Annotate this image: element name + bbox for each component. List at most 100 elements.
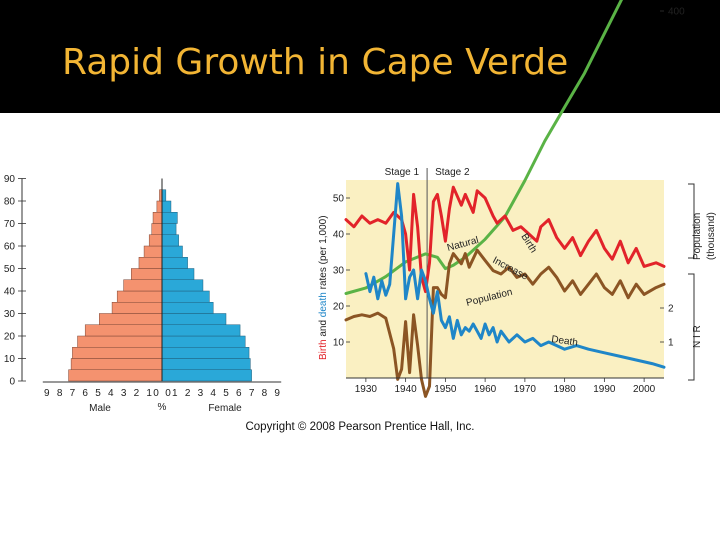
rate-tick-label: 50	[333, 194, 345, 205]
female-tick-label: 0	[165, 388, 171, 399]
birth-death-rates-chart: Stage 1 Stage 2 BirthDeathNaturalIncrease…	[318, 0, 717, 398]
age-tick-label: 20	[4, 332, 16, 343]
female-bar	[161, 223, 177, 235]
age-tick-label: 60	[4, 242, 16, 253]
male-bar	[123, 279, 163, 292]
female-bar	[161, 279, 204, 292]
female-bar	[161, 290, 210, 303]
year-tick-label: 1990	[593, 384, 616, 395]
female-bar	[161, 313, 227, 325]
male-bar	[111, 302, 163, 314]
left-axis-label: Birth and death rates (per 1,000)	[318, 215, 329, 360]
copyright-text: Copyright © 2008 Pearson Prentice Hall, …	[245, 421, 474, 433]
title-bar: Rapid Growth in Cape Verde	[0, 0, 720, 113]
death-line	[364, 182, 666, 369]
female-bar	[161, 324, 241, 337]
age-tick-label: 70	[4, 219, 16, 230]
year-tick-label: 1960	[474, 384, 497, 395]
population-axis-label: Population	[692, 213, 703, 260]
female-axis-label: Female	[208, 403, 242, 414]
age-tick-label: 80	[4, 197, 16, 208]
male-tick-label: 8	[57, 388, 63, 399]
age-tick-label: 50	[4, 264, 16, 275]
female-bar	[161, 257, 188, 269]
female-tick-label: 4	[210, 388, 216, 399]
male-bar	[99, 313, 163, 325]
male-bar	[143, 245, 163, 258]
male-bar	[77, 335, 163, 348]
female-tick-label: 3	[198, 388, 204, 399]
female-tick-label: 5	[223, 388, 229, 399]
male-tick-label: 3	[121, 388, 127, 399]
rate-tick-label: 10	[333, 338, 345, 349]
male-tick-label: 6	[82, 388, 88, 399]
birth-line	[344, 185, 666, 294]
female-tick-label: 2	[185, 388, 191, 399]
population-axis-unit: (thousand)	[706, 212, 717, 260]
female-bar	[161, 245, 183, 258]
male-bar	[131, 268, 163, 280]
population-tick-label: 400	[668, 7, 685, 18]
female-tick-label: 6	[236, 388, 242, 399]
year-tick-label: 1970	[514, 384, 537, 395]
nir-bracket	[688, 273, 695, 381]
male-bar	[152, 212, 163, 224]
male-tick-label: 1	[146, 388, 152, 399]
male-bar	[70, 358, 163, 370]
female-tick-label: 7	[249, 388, 255, 399]
female-tick-label: 1	[172, 388, 178, 399]
female-bar	[161, 212, 178, 224]
female-bar	[161, 302, 214, 314]
year-tick-label: 1940	[395, 384, 418, 395]
female-bar	[161, 234, 179, 247]
plot-panel	[346, 180, 664, 378]
male-bar	[116, 290, 163, 303]
age-tick-label: 10	[4, 354, 16, 365]
male-bar	[151, 223, 163, 235]
rate-tick-label: 30	[333, 266, 345, 277]
male-axis-label: Male	[89, 403, 111, 414]
age-tick-label: 30	[4, 309, 16, 320]
age-tick-label: 0	[9, 377, 15, 388]
male-tick-label: 7	[70, 388, 76, 399]
rate-tick-label: 40	[333, 230, 345, 241]
percent-axis-label: %	[158, 402, 167, 413]
male-bar	[68, 369, 163, 382]
female-bar	[161, 200, 172, 213]
population-line	[344, 0, 624, 295]
age-tick-label: 90	[4, 174, 16, 185]
female-bar	[161, 347, 250, 359]
population-bracket	[688, 183, 695, 259]
male-tick-label: 4	[108, 388, 114, 399]
year-tick-label: 2000	[633, 384, 656, 395]
slide-title: Rapid Growth in Cape Verde	[62, 42, 569, 83]
nir-tick-label: 2	[668, 304, 674, 315]
female-tick-label: 9	[274, 388, 280, 399]
nir-tick-label: 1	[668, 338, 674, 349]
female-bar	[161, 189, 167, 202]
year-tick-label: 1980	[554, 384, 577, 395]
male-tick-label: 2	[134, 388, 140, 399]
rate-tick-label: 20	[333, 302, 345, 313]
female-bar	[161, 335, 246, 348]
female-bar	[161, 268, 195, 280]
female-tick-label: 8	[262, 388, 268, 399]
male-bar	[148, 234, 163, 247]
death-series-label: Death	[551, 334, 579, 349]
natural-increase-line	[344, 248, 666, 398]
age-tick-label: 40	[4, 287, 16, 298]
female-bar	[161, 358, 251, 370]
female-bar	[161, 369, 252, 382]
nir-axis-label: N I R	[692, 325, 703, 348]
year-tick-label: 1930	[355, 384, 378, 395]
stage-2-label: Stage 2	[435, 167, 470, 178]
male-tick-label: 5	[95, 388, 101, 399]
stage-1-label: Stage 1	[385, 167, 420, 178]
male-bar	[84, 324, 163, 337]
male-bar	[138, 257, 163, 269]
male-bar	[156, 200, 163, 213]
male-tick-label: 0	[153, 388, 159, 399]
male-tick-label: 9	[44, 388, 50, 399]
